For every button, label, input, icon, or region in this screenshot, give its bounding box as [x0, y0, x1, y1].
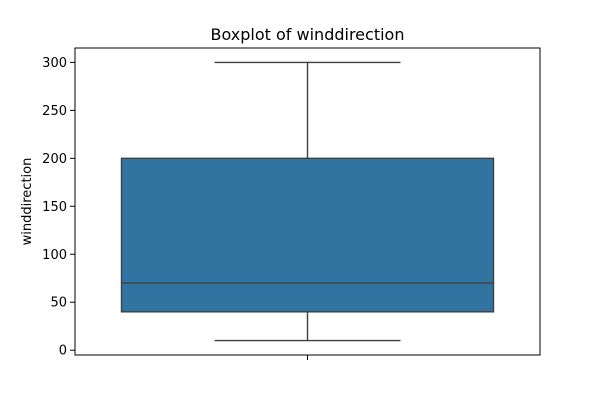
chart-title: Boxplot of winddirection	[211, 25, 405, 44]
y-axis-label: winddirection	[20, 158, 35, 246]
y-tick-label: 250	[42, 104, 67, 119]
iqr-box	[120, 157, 495, 313]
plot-area	[120, 61, 495, 342]
y-tick-label: 300	[42, 56, 67, 71]
y-tick-label: 100	[42, 248, 67, 263]
y-tick-label: 150	[42, 200, 67, 215]
y-tick-label: 200	[42, 152, 67, 167]
y-tick-label: 50	[50, 296, 67, 311]
y-tick-label: 0	[59, 344, 67, 359]
